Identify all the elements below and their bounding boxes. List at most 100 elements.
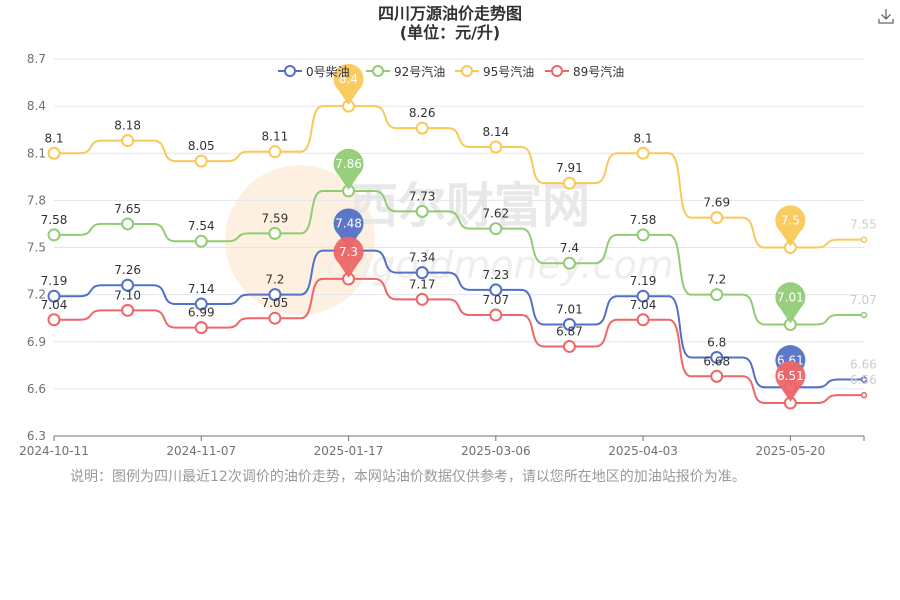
x-tick-label: 2024-11-07 bbox=[166, 444, 236, 458]
data-point bbox=[489, 308, 503, 322]
marker-pin-label: 6.51 bbox=[777, 369, 804, 383]
marker-pin bbox=[333, 236, 364, 278]
data-label: 8.05 bbox=[188, 139, 215, 153]
y-tick-label: 8.7 bbox=[27, 52, 46, 66]
data-label: 6.68 bbox=[703, 354, 730, 368]
y-axis: 6.3 6.6 6.9 7.2 7.5 7.8 8.1 8.4 8.7 bbox=[27, 52, 46, 443]
x-tick-label: 2025-01-17 bbox=[314, 444, 384, 458]
series-line-gas92 bbox=[54, 189, 864, 326]
data-point bbox=[268, 288, 282, 302]
y-tick-label: 8.4 bbox=[27, 99, 46, 113]
legend-label: 92号汽油 bbox=[394, 64, 445, 79]
data-point bbox=[47, 228, 61, 242]
series-line-diesel0 bbox=[54, 249, 864, 389]
series-lines bbox=[47, 99, 868, 410]
legend-item-gas89[interactable]: 89号汽油 bbox=[545, 64, 624, 79]
download-icon[interactable] bbox=[876, 6, 896, 26]
data-label: 7.55 bbox=[850, 218, 877, 232]
y-tick-label: 7.8 bbox=[27, 193, 46, 207]
data-label: 7.07 bbox=[850, 293, 877, 307]
data-label: 8.18 bbox=[114, 119, 141, 133]
chart-subtitle: (单位：元/升) bbox=[399, 23, 501, 42]
marker-pin-label: 8.4 bbox=[339, 72, 358, 86]
data-label: 7.17 bbox=[409, 277, 436, 291]
marker-pin-label: 7.5 bbox=[781, 214, 800, 228]
legend-marker bbox=[284, 65, 296, 77]
watermark-text-en: cngoldmoney.com bbox=[326, 243, 674, 287]
data-point bbox=[268, 145, 282, 159]
data-label: 7.69 bbox=[703, 196, 730, 210]
marker-pin-label: 7.86 bbox=[335, 157, 362, 171]
data-point bbox=[636, 289, 650, 303]
data-label: 6.8 bbox=[707, 335, 726, 349]
data-label: 7.05 bbox=[262, 296, 289, 310]
x-tick-label: 2025-04-03 bbox=[608, 444, 678, 458]
extreme-markers: 7.486.617.867.018.47.57.36.51 bbox=[333, 63, 806, 403]
data-point bbox=[268, 311, 282, 325]
data-label: 7.65 bbox=[114, 202, 141, 216]
data-point bbox=[562, 256, 576, 270]
legend[interactable]: 0号柴油 92号汽油 95号汽油 89号汽油 bbox=[278, 64, 624, 79]
data-point bbox=[121, 134, 135, 148]
data-label: 8.1 bbox=[44, 131, 63, 145]
data-point bbox=[562, 339, 576, 353]
data-label: 7.10 bbox=[114, 288, 141, 302]
x-axis: 2024-10-11 2024-11-07 2025-01-17 2025-03-06… bbox=[19, 435, 865, 458]
data-point bbox=[710, 288, 724, 302]
legend-item-diesel0[interactable]: 0号柴油 bbox=[278, 65, 350, 79]
data-point bbox=[860, 391, 868, 399]
data-label: 7.34 bbox=[409, 251, 436, 265]
marker-pin bbox=[333, 208, 364, 250]
y-tick-label: 6.6 bbox=[27, 382, 46, 396]
y-tick-label: 7.2 bbox=[27, 288, 46, 302]
y-tick-label: 6.3 bbox=[27, 429, 46, 443]
data-labels: 7.19 7.26 7.14 7.2 7.34 7.23 7.01 7.19 6.8 6.66 7.… bbox=[41, 106, 877, 387]
legend-marker bbox=[372, 65, 384, 77]
data-point bbox=[47, 146, 61, 160]
legend-label: 95号汽油 bbox=[483, 64, 534, 79]
data-point bbox=[489, 283, 503, 297]
data-point bbox=[636, 146, 650, 160]
data-point bbox=[268, 226, 282, 240]
data-label: 7.26 bbox=[114, 263, 141, 277]
data-label: 7.19 bbox=[41, 274, 68, 288]
data-point bbox=[710, 211, 724, 225]
legend-label: 0号柴油 bbox=[306, 65, 350, 79]
x-tick-label: 2024-10-11 bbox=[19, 444, 89, 458]
marker-pin-label: 7.01 bbox=[777, 290, 804, 304]
data-point bbox=[636, 228, 650, 242]
legend-marker bbox=[461, 65, 473, 77]
data-label: 7.04 bbox=[630, 298, 657, 312]
data-label: 6.99 bbox=[188, 306, 215, 320]
data-point bbox=[194, 321, 208, 335]
data-label: 7.59 bbox=[262, 211, 289, 225]
data-point bbox=[489, 140, 503, 154]
marker-pin-label: 7.48 bbox=[335, 217, 362, 231]
series-line-gas95 bbox=[54, 105, 864, 249]
data-label: 8.1 bbox=[634, 131, 653, 145]
data-point bbox=[860, 311, 868, 319]
data-label: 6.66 bbox=[850, 357, 877, 371]
chart-title-main: 四川万源油价走势图 bbox=[377, 4, 522, 23]
marker-pin bbox=[775, 282, 806, 324]
data-label: 8.11 bbox=[262, 130, 289, 144]
data-label: 7.19 bbox=[630, 274, 657, 288]
data-point bbox=[47, 289, 61, 303]
marker-pin-label: 7.3 bbox=[339, 245, 358, 259]
data-label: 7.04 bbox=[41, 298, 68, 312]
data-point bbox=[710, 369, 724, 383]
legend-item-gas95[interactable]: 95号汽油 bbox=[455, 64, 534, 79]
y-tick-label: 6.9 bbox=[27, 335, 46, 349]
y-tick-label: 8.1 bbox=[27, 146, 46, 160]
data-point bbox=[121, 303, 135, 317]
data-label: 7.62 bbox=[482, 207, 509, 221]
x-tick-label: 2025-03-06 bbox=[461, 444, 531, 458]
data-label: 7.73 bbox=[409, 189, 436, 203]
chart-title: 四川万源油价走势图 (单位：元/升) bbox=[0, 4, 900, 42]
marker-pin bbox=[775, 360, 806, 403]
data-label: 6.87 bbox=[556, 324, 583, 338]
legend-item-gas92[interactable]: 92号汽油 bbox=[366, 64, 445, 79]
data-label: 7.54 bbox=[188, 219, 215, 233]
data-label: 8.14 bbox=[482, 125, 509, 139]
